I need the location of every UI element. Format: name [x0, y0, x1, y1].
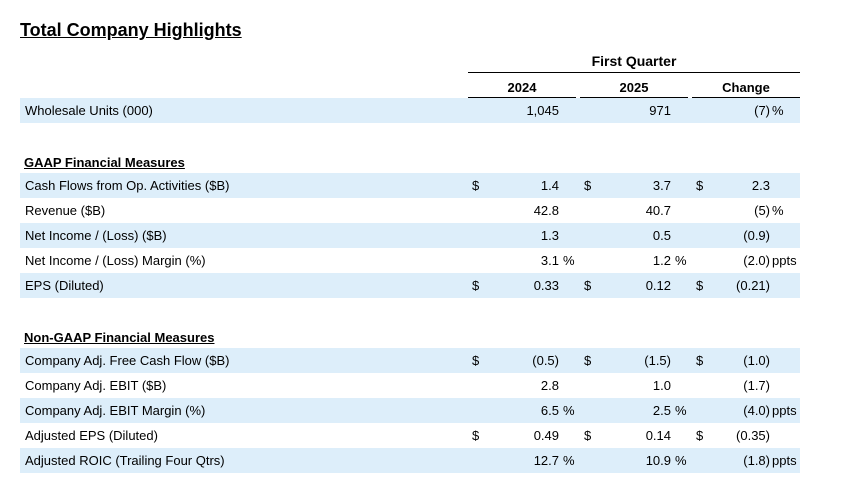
row-label: Adjusted ROIC (Trailing Four Qtrs) [25, 453, 225, 468]
table-row: EPS (Diluted) $0.33 $0.12 $ (0.21) [20, 273, 800, 298]
unit-change: % [772, 203, 784, 218]
value-2025: 3.7 [652, 178, 671, 193]
value-change: (1.0) [743, 353, 770, 368]
non-gaap-section-heading: Non-GAAP Financial Measures [24, 330, 215, 345]
column-header-2024: 2024 [507, 80, 537, 95]
unit-2024: % [563, 403, 575, 418]
currency-symbol-change: $ [696, 428, 704, 443]
value-2025: 40.7 [645, 203, 671, 218]
value-2024: 42.8 [533, 203, 559, 218]
value-2024: 2.8 [540, 378, 559, 393]
value-change: (2.0) [743, 253, 770, 268]
value-change: (1.7) [743, 378, 770, 393]
value-2025: (1.5) [644, 353, 671, 368]
currency-symbol-change: $ [696, 353, 704, 368]
table-row: Company Adj. EBIT Margin (%) 6.5% 2.5% (4.0… [20, 398, 800, 423]
currency-symbol-2024: $ [472, 278, 480, 293]
period-header: First Quarter [591, 53, 677, 69]
value-2025: 0.14 [645, 428, 671, 443]
row-label: Adjusted EPS (Diluted) [25, 428, 158, 443]
currency-symbol-2025: $ [584, 178, 592, 193]
row-label: Wholesale Units (000) [25, 103, 153, 118]
table-row: Net Income / (Loss) ($B) 1.3 0.5 (0.9) [20, 223, 800, 248]
table-row: Cash Flows from Op. Activities ($B) $1.4 $… [20, 173, 800, 198]
currency-symbol-change: $ [696, 278, 704, 293]
row-label: EPS (Diluted) [25, 278, 104, 293]
value-2025: 0.12 [645, 278, 671, 293]
row-label: Net Income / (Loss) ($B) [25, 228, 167, 243]
table-row: Net Income / (Loss) Margin (%) 3.1% 1.2% (2… [20, 248, 800, 273]
page-title: Total Company Highlights [20, 20, 242, 40]
table-row: Company Adj. EBIT ($B) 2.8 1.0 (1.7) [20, 373, 800, 398]
value-2024: 6.5 [540, 403, 559, 418]
period-header-rule [468, 72, 800, 73]
row-label: Revenue ($B) [25, 203, 106, 218]
currency-symbol-2025: $ [584, 428, 592, 443]
unit-change: % [772, 103, 784, 118]
column-rule-2024 [468, 97, 576, 98]
table-row: Revenue ($B) 42.8 40.7 (5)% [20, 198, 800, 223]
unit-change: ppts [772, 253, 797, 268]
value-change: (5) [754, 203, 770, 218]
table-row: Company Adj. Free Cash Flow ($B) $ (0.5) $ (… [20, 348, 800, 373]
value-2024: 1.3 [540, 228, 559, 243]
column-rule-2025 [580, 97, 688, 98]
unit-change: ppts [772, 403, 797, 418]
row-label: Company Adj. Free Cash Flow ($B) [25, 353, 230, 368]
table-row: Adjusted EPS (Diluted) $0.49 $0.14 $ (0.35) [20, 423, 800, 448]
value-2024: 0.33 [533, 278, 559, 293]
row-label: Company Adj. EBIT ($B) [25, 378, 167, 393]
table-row: Wholesale Units (000) 1,045 971 (7)% [20, 98, 800, 123]
currency-symbol-2024: $ [472, 353, 480, 368]
column-rule-change [692, 97, 800, 98]
column-header-2025: 2025 [619, 80, 649, 95]
row-label: Company Adj. EBIT Margin (%) [25, 403, 206, 418]
currency-symbol-2024: $ [472, 178, 480, 193]
value-2025: 2.5 [652, 403, 671, 418]
value-change: (0.35) [736, 428, 770, 443]
unit-change: ppts [772, 453, 797, 468]
row-label: Cash Flows from Op. Activities ($B) [25, 178, 230, 193]
value-change: (4.0) [743, 403, 770, 418]
unit-2025: % [675, 403, 687, 418]
value-change: (7) [754, 103, 770, 118]
currency-symbol-2025: $ [584, 353, 592, 368]
value-2024: 3.1 [540, 253, 559, 268]
currency-symbol-2025: $ [584, 278, 592, 293]
value-2025: 0.5 [652, 228, 671, 243]
value-2025: 1.0 [652, 378, 671, 393]
value-2025: 10.9 [645, 453, 671, 468]
value-2025: 1.2 [652, 253, 671, 268]
unit-2024: % [563, 453, 575, 468]
value-2024: 0.49 [533, 428, 559, 443]
currency-symbol-2024: $ [472, 428, 480, 443]
value-change: (1.8) [743, 453, 770, 468]
value-change: 2.3 [751, 178, 770, 193]
column-header-change: Change [722, 80, 770, 95]
value-2024: (0.5) [532, 353, 559, 368]
unit-2025: % [675, 253, 687, 268]
row-label: Net Income / (Loss) Margin (%) [25, 253, 206, 268]
value-2025: 971 [649, 103, 671, 118]
unit-2024: % [563, 253, 575, 268]
unit-2025: % [675, 453, 687, 468]
value-2024: 12.7 [533, 453, 559, 468]
value-change: (0.9) [743, 228, 770, 243]
value-2024: 1,045 [526, 103, 559, 118]
value-2024: 1.4 [540, 178, 559, 193]
gaap-section-heading: GAAP Financial Measures [24, 155, 185, 170]
currency-symbol-change: $ [696, 178, 704, 193]
table-row: Adjusted ROIC (Trailing Four Qtrs) 12.7% 1… [20, 448, 800, 473]
value-change: (0.21) [736, 278, 770, 293]
